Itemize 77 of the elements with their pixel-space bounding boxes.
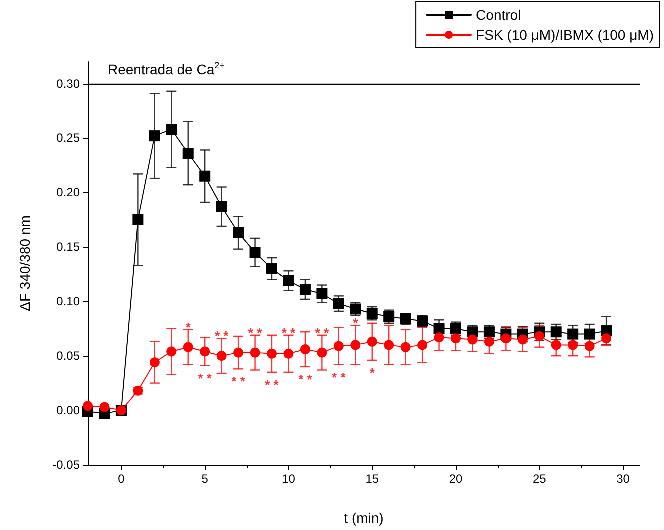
x-tick-label: 0 <box>118 472 126 486</box>
point <box>216 201 228 212</box>
annotation: * * <box>198 370 213 386</box>
annotation: * * <box>214 328 230 344</box>
annotation: * <box>370 365 376 380</box>
point <box>266 263 278 274</box>
point <box>267 348 277 359</box>
point <box>234 348 244 358</box>
point <box>300 344 310 355</box>
point <box>434 332 444 343</box>
point <box>149 130 160 142</box>
point <box>418 340 428 350</box>
point <box>100 402 110 412</box>
legend-label: FSK (10 μM)/IBMX (100 μM) <box>476 27 654 43</box>
point <box>384 340 394 350</box>
point <box>250 348 260 358</box>
point <box>584 328 596 340</box>
x-tick-label: 20 <box>449 472 463 486</box>
point <box>484 336 494 347</box>
point <box>316 288 328 300</box>
point <box>183 342 194 352</box>
point <box>233 228 244 239</box>
x-tick-label: 5 <box>202 472 209 486</box>
y-tick-label: 0.05 <box>56 349 80 364</box>
point <box>83 401 93 412</box>
point <box>166 124 178 136</box>
y-tick-label: 0.00 <box>56 404 80 418</box>
x-axis-title: t (min) <box>344 510 384 526</box>
annotation: * * <box>315 325 330 340</box>
point <box>283 275 294 286</box>
point <box>216 351 227 362</box>
annotation: * * <box>282 325 297 340</box>
point <box>468 334 478 345</box>
annotation: * * <box>298 372 314 387</box>
point <box>300 284 311 296</box>
point <box>350 340 361 350</box>
point <box>317 348 328 358</box>
point <box>568 340 578 350</box>
point <box>534 331 545 342</box>
point <box>150 358 160 368</box>
x-tick-label: 25 <box>532 472 547 486</box>
point <box>518 334 528 345</box>
point <box>550 326 562 338</box>
annotation: * * <box>248 325 264 340</box>
point <box>250 247 261 258</box>
y-tick-label: 0.30 <box>56 76 80 91</box>
x-tick-label: 15 <box>366 472 380 486</box>
point <box>367 336 378 347</box>
point <box>501 334 512 344</box>
point <box>166 346 177 357</box>
annotation: * <box>353 316 360 331</box>
x-tick-label: 10 <box>282 472 296 486</box>
y-tick-label: 0.20 <box>56 186 80 200</box>
legend-label: Control <box>476 7 522 23</box>
point <box>333 298 344 310</box>
point <box>132 214 144 226</box>
y-axis-title: ΔF 340/380 nm <box>17 216 33 312</box>
point <box>284 348 294 359</box>
point <box>200 170 211 182</box>
point <box>551 340 562 350</box>
annotation: * * <box>232 374 246 390</box>
y-tick-label: 0.15 <box>56 240 80 254</box>
annotation: * * <box>265 377 280 392</box>
x-tick-label: 30 <box>616 472 630 486</box>
y-tick-label: 0.10 <box>56 294 80 309</box>
point <box>182 148 194 159</box>
point <box>200 346 210 357</box>
point <box>334 341 344 352</box>
point <box>584 341 595 352</box>
point <box>434 323 445 334</box>
annotation: * * <box>332 370 347 385</box>
point <box>568 328 579 340</box>
y-tick-label: -0.05 <box>52 458 80 472</box>
y-tick-label: 0.25 <box>56 131 80 146</box>
point <box>400 342 411 352</box>
annotation: * <box>186 320 192 335</box>
point <box>451 334 461 344</box>
